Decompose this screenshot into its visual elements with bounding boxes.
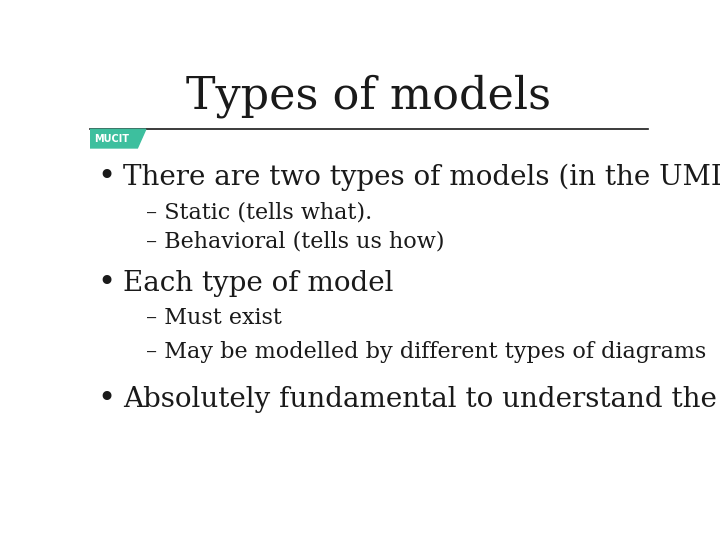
Text: Each type of model: Each type of model xyxy=(124,269,394,296)
Text: Absolutely fundamental to understand the UML: Absolutely fundamental to understand the… xyxy=(124,386,720,413)
Text: Types of models: Types of models xyxy=(186,74,552,118)
Text: There are two types of models (in the UML): There are two types of models (in the UM… xyxy=(124,164,720,191)
Text: MUCIT: MUCIT xyxy=(94,133,129,144)
Text: – Must exist: – Must exist xyxy=(145,307,282,329)
Text: – Behavioral (tells us how): – Behavioral (tells us how) xyxy=(145,231,444,253)
Text: •: • xyxy=(98,384,116,415)
Text: – May be modelled by different types of diagrams: – May be modelled by different types of … xyxy=(145,341,706,363)
Text: •: • xyxy=(98,161,116,193)
Text: – Static (tells what).: – Static (tells what). xyxy=(145,201,372,224)
Polygon shape xyxy=(90,129,145,148)
Text: •: • xyxy=(98,268,116,299)
